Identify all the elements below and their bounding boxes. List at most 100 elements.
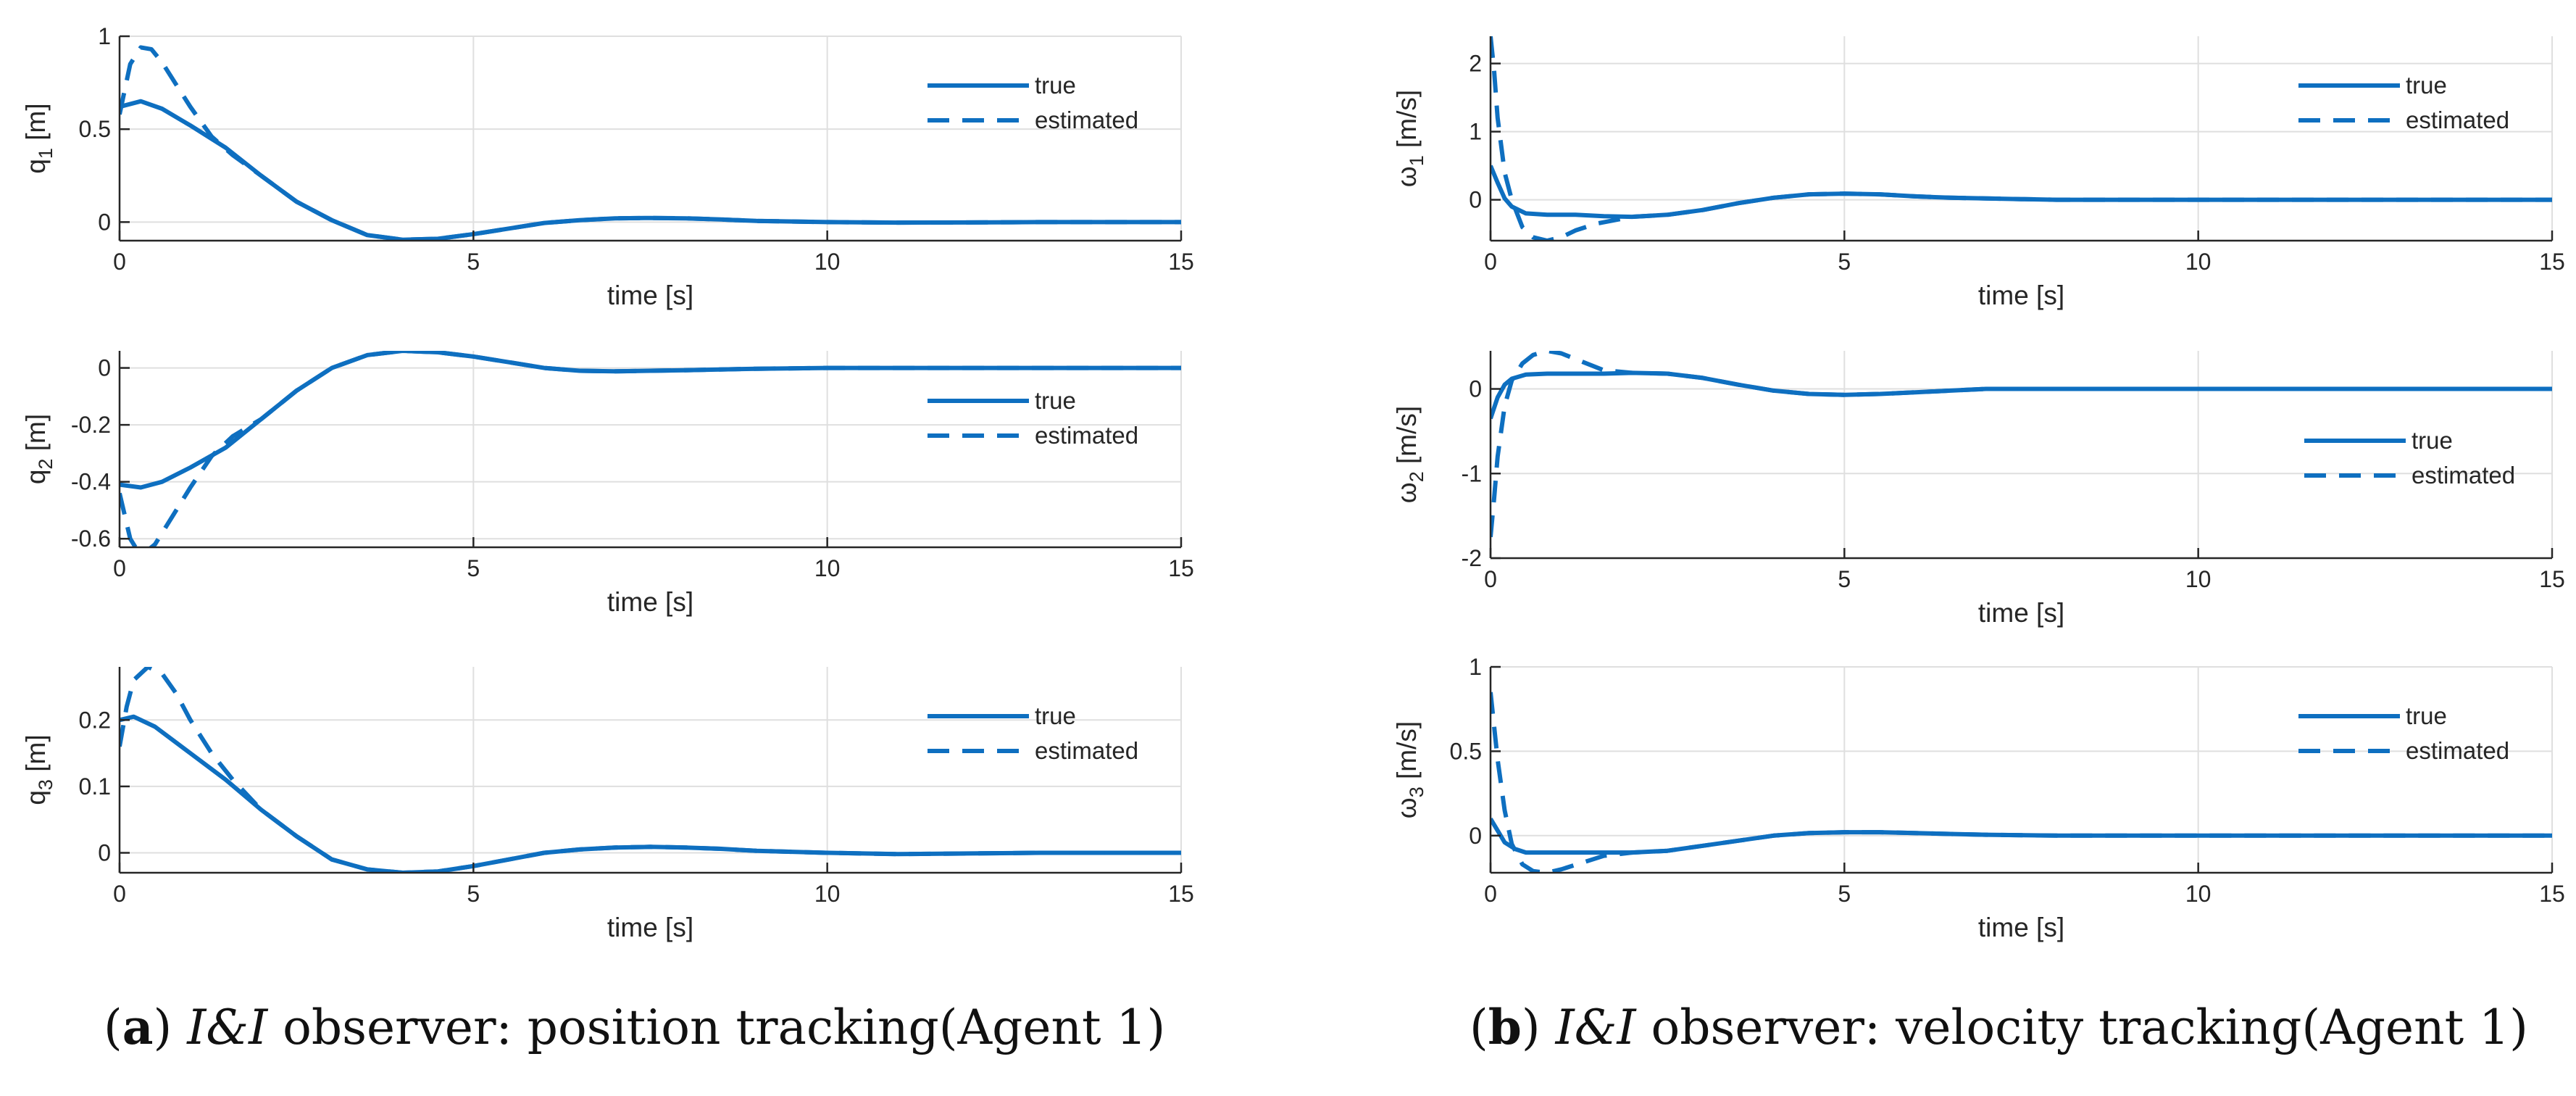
x-axis-label: time [s] [607, 913, 693, 942]
y-tick-label: -2 [1462, 545, 1482, 571]
legend-label-estimated: estimated [1035, 107, 1138, 133]
series-line-estimated [120, 45, 1181, 241]
legend-label-estimated: estimated [2412, 462, 2515, 489]
legend-label-true: true [1035, 72, 1076, 99]
legend-label-estimated: estimated [2406, 737, 2509, 764]
caption-a: (a) I&I observer: position tracking(Agen… [104, 999, 1166, 1055]
x-tick-label: 15 [2539, 881, 2565, 907]
y-tick-label: -0.2 [71, 412, 111, 438]
series-line-estimated [120, 351, 1181, 547]
plot-area [1491, 667, 2552, 873]
x-axis-label: time [s] [1978, 598, 2064, 628]
y-tick-label: 1 [1469, 654, 1482, 680]
x-tick-label: 5 [1838, 566, 1851, 592]
x-tick-label: 5 [467, 555, 480, 581]
y-axis-label: ω1 [m/s] [1392, 90, 1427, 187]
x-axis-label: time [s] [1978, 281, 2064, 310]
x-tick-label: 15 [1168, 555, 1194, 581]
series-group [1491, 692, 2552, 873]
y-tick-label: -0.4 [71, 469, 111, 495]
legend: true estimated [928, 72, 1138, 133]
y-axis-label: ω2 [m/s] [1392, 406, 1427, 503]
y-tick-label: 0 [98, 209, 111, 235]
y-tick-label: 0.5 [1450, 738, 1482, 764]
x-tick-label: 0 [1484, 881, 1497, 907]
y-tick-label: 0 [98, 840, 111, 866]
y-tick-label: 0.5 [79, 116, 111, 142]
y-tick-label: 1 [98, 23, 111, 49]
plot-area [1491, 351, 2552, 558]
y-tick-label: 0.1 [79, 773, 111, 800]
legend-label-true: true [1035, 702, 1076, 729]
x-tick-label: 5 [467, 249, 480, 275]
y-tick-label: 2 [1469, 51, 1482, 77]
panel-q3: 0 5 10 15 0 0.1 0.2 time [s] q3 [m] true estimated [21, 667, 1194, 942]
x-tick-label: 0 [113, 555, 126, 581]
y-tick-label: 0.2 [79, 707, 111, 733]
legend-label-estimated: estimated [2406, 107, 2509, 133]
x-tick-label: 15 [2539, 566, 2565, 592]
series-group [1491, 36, 2552, 241]
legend-label-true: true [2406, 702, 2447, 729]
legend: true estimated [2304, 427, 2515, 489]
legend: true estimated [2298, 72, 2509, 133]
y-tick-label: 1 [1469, 119, 1482, 145]
x-tick-label: 15 [1168, 249, 1194, 275]
y-tick-label: -0.6 [71, 526, 111, 552]
series-group [120, 667, 1181, 873]
legend-label-true: true [1035, 387, 1076, 414]
y-tick-label: 0 [1469, 823, 1482, 849]
y-tick-label: -1 [1462, 460, 1482, 486]
x-tick-label: 5 [1838, 249, 1851, 275]
plot-area [120, 36, 1181, 241]
plot-area [120, 351, 1181, 547]
series-line-estimated [1491, 36, 2552, 241]
panel-w2: 0 5 10 15 -2 -1 0 time [s] ω2 [m/s] true estimated [1392, 351, 2565, 628]
y-axis-label: q3 [m] [21, 734, 57, 805]
y-tick-label: 0 [1469, 376, 1482, 402]
legend-label-true: true [2406, 72, 2447, 99]
series-line-estimated [120, 667, 1181, 873]
y-tick-label: 0 [1469, 187, 1482, 213]
panel-w1: 0 5 10 15 0 1 2 time [s] ω1 [m/s] true estimated [1392, 36, 2565, 310]
x-axis-label: time [s] [1978, 913, 2064, 942]
x-tick-label: 0 [113, 249, 126, 275]
x-tick-label: 10 [2185, 249, 2212, 275]
x-tick-label: 10 [2185, 881, 2212, 907]
legend: true estimated [928, 702, 1138, 764]
y-tick-label: 0 [98, 355, 111, 381]
x-tick-label: 15 [2539, 249, 2565, 275]
x-tick-label: 0 [1484, 566, 1497, 592]
caption-b: (b) I&I observer: velocity tracking(Agen… [1470, 999, 2528, 1055]
legend: true estimated [928, 387, 1138, 449]
series-group [120, 351, 1181, 547]
x-tick-label: 5 [467, 881, 480, 907]
x-tick-label: 0 [1484, 249, 1497, 275]
panel-w3: 0 5 10 15 0 0.5 1 time [s] ω3 [m/s] true estimated [1392, 654, 2565, 942]
y-axis-label: q2 [m] [21, 414, 57, 484]
y-axis-label: q1 [m] [21, 103, 57, 173]
x-axis-label: time [s] [607, 281, 693, 310]
series-group [120, 45, 1181, 241]
x-tick-label: 5 [1838, 881, 1851, 907]
x-axis-label: time [s] [607, 587, 693, 617]
x-tick-label: 10 [814, 881, 841, 907]
legend-label-estimated: estimated [1035, 737, 1138, 764]
x-tick-label: 10 [814, 249, 841, 275]
x-tick-label: 0 [113, 881, 126, 907]
legend: true estimated [2298, 702, 2509, 764]
x-tick-label: 10 [2185, 566, 2212, 592]
x-tick-label: 10 [814, 555, 841, 581]
plot-area [1491, 36, 2552, 241]
legend-label-true: true [2412, 427, 2453, 454]
series-group [1491, 351, 2552, 538]
panel-q1: 0 5 10 15 0 0.5 1 time [s] q1 [m] true estimated [21, 23, 1194, 310]
plot-area [120, 667, 1181, 873]
series-line-estimated [1491, 692, 2552, 873]
x-tick-label: 15 [1168, 881, 1194, 907]
panel-q2: 0 5 10 15 -0.6 -0.4 -0.2 0 time [s] q2 [m] true est… [21, 351, 1194, 617]
series-line-estimated [1491, 351, 2552, 538]
legend-label-estimated: estimated [1035, 422, 1138, 449]
y-axis-label: ω3 [m/s] [1392, 721, 1427, 818]
